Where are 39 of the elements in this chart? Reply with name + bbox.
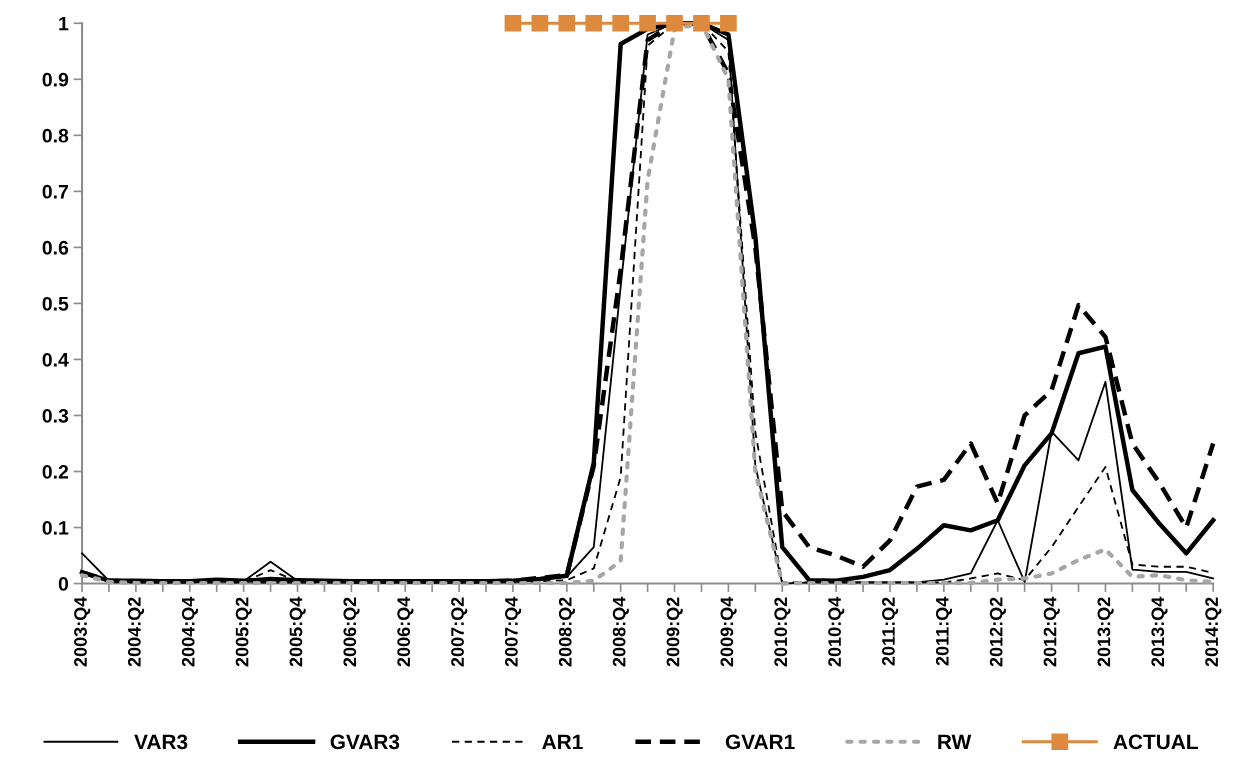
legend-label: RW [938, 734, 972, 750]
x-tick-label: 2009:Q4 [720, 596, 737, 667]
x-tick-label: 2011:Q2 [882, 597, 899, 666]
y-tick-label: 0.1 [42, 520, 69, 535]
x-tick-label: 2004:Q4 [181, 596, 198, 667]
y-tick-label: 1 [59, 16, 69, 31]
x-tick-label: 2007:Q4 [505, 596, 522, 667]
x-tick-label: 2009:Q2 [666, 597, 683, 667]
x-tick-label: 2014:Q2 [1205, 597, 1222, 667]
x-tick-label: 2003:Q4 [74, 596, 91, 667]
x-tick-label: 2006:Q4 [397, 596, 414, 667]
legend-label: AR1 [542, 734, 583, 750]
x-tick-label: 2011:Q4 [935, 596, 953, 666]
y-tick-label: 0.6 [42, 240, 69, 255]
y-tick-label: 0.3 [42, 408, 69, 423]
y-tick-label: 0.5 [42, 296, 69, 311]
y-tick-label: 0.2 [42, 464, 69, 479]
x-tick-label: 2005:Q4 [289, 596, 306, 667]
y-tick-label: 0.4 [42, 352, 69, 367]
x-tick-label: 2008:Q4 [612, 596, 629, 667]
legend-label: GVAR3 [330, 734, 400, 750]
x-tick-label: 2013:Q2 [1097, 597, 1114, 667]
y-tick-label: 0.8 [42, 128, 69, 143]
legend-label: VAR3 [134, 734, 188, 750]
x-tick-label: 2013:Q4 [1151, 596, 1168, 667]
legend-label: GVAR1 [725, 734, 795, 750]
x-tick-label: 2010:Q4 [828, 596, 845, 667]
y-tick-label: 0.9 [42, 72, 69, 87]
legend-label: ACTUAL [1113, 734, 1198, 750]
x-tick-label: 2006:Q2 [343, 597, 360, 667]
x-tick-label: 2004:Q2 [127, 597, 145, 667]
y-tick-label: 0 [58, 577, 69, 591]
x-tick-label: 2012:Q4 [1043, 596, 1060, 667]
x-tick-label: 2010:Q2 [774, 597, 791, 667]
x-tick-label: 2008:Q2 [558, 597, 576, 667]
x-tick-label: 2012:Q2 [989, 597, 1006, 667]
y-tick-label: 0.7 [42, 184, 68, 199]
x-tick-label: 2007:Q2 [451, 597, 468, 667]
x-tick-label: 2005:Q2 [235, 597, 252, 667]
